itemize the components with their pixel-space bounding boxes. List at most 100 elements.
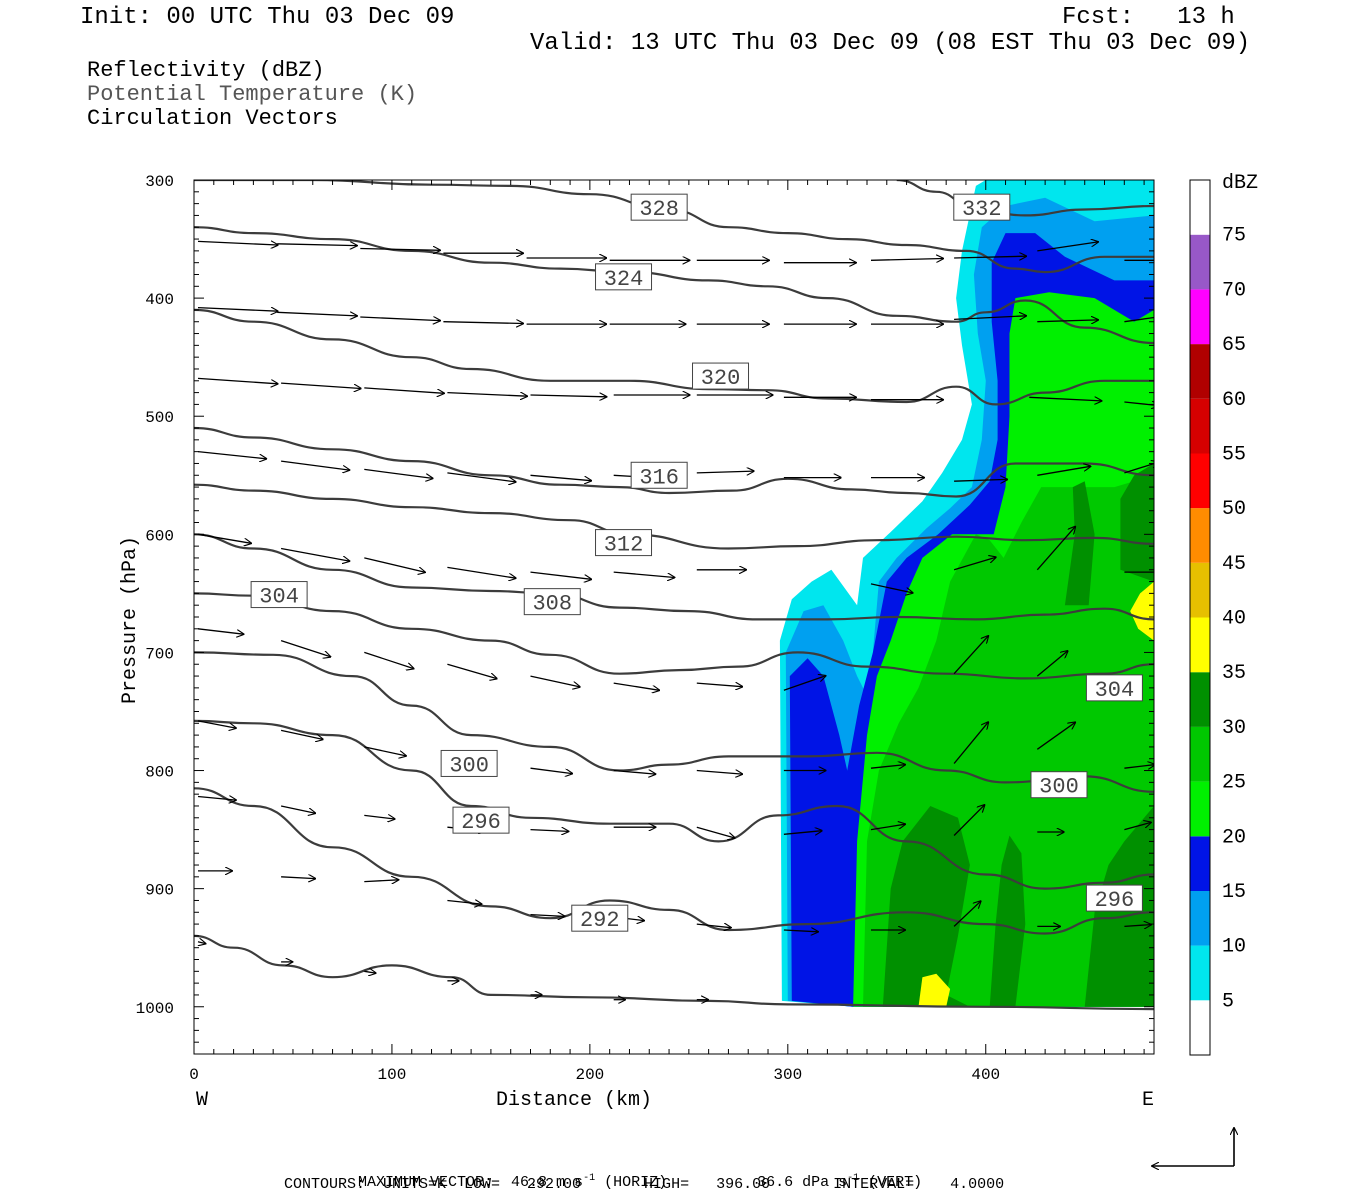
circulation-vector	[364, 468, 432, 478]
isentrope-label-box	[440, 749, 498, 777]
circulation-vector	[447, 472, 515, 482]
x-tick-label: 0	[189, 1066, 199, 1084]
valid-time: Valid: 13 UTC Thu 03 Dec 09 (08 EST Thu …	[530, 30, 1251, 57]
circulation-vector	[364, 880, 398, 882]
colorbar-band-0	[1190, 1000, 1210, 1055]
circulation-vector	[953, 557, 996, 571]
circulation-vector	[613, 771, 656, 775]
colorbar: 5 10 15 20 25 30 35 40 45 50 55 60 65 70 75 dBZ	[1189, 172, 1258, 1056]
reflectivity-region-35dbz	[1130, 581, 1154, 641]
circulation-vector	[954, 479, 1007, 481]
reflectivity-region-30dbz	[1120, 463, 1154, 582]
x-tick-label: 400	[971, 1066, 1000, 1084]
circulation-vector	[613, 682, 660, 690]
circulation-vector	[696, 826, 735, 838]
colorbar-level-label: 75	[1222, 225, 1246, 248]
circulation-vector	[1036, 651, 1067, 677]
circulation-vector	[613, 571, 675, 577]
isentrope-label: 328	[639, 197, 679, 222]
circulation-vector	[364, 815, 394, 819]
circulation-vector	[870, 765, 905, 769]
colorbar-band-55	[1190, 398, 1210, 454]
circulation-vector	[280, 639, 330, 657]
reflectivity-region-35dbz	[918, 973, 951, 1007]
colorbar-level-label: 15	[1222, 881, 1246, 904]
colorbar-level-label: 10	[1222, 936, 1246, 959]
circulation-vector	[447, 566, 515, 578]
circulation-vector	[953, 722, 988, 764]
circulation-vector	[1037, 466, 1090, 476]
isentrope-300K	[194, 719, 1154, 890]
colorbar-band-30	[1190, 672, 1210, 727]
colorbar-level-label: 50	[1222, 498, 1246, 521]
y-tick-label: 900	[145, 882, 174, 900]
circulation-vector	[277, 312, 357, 316]
circulation-vector	[530, 767, 573, 773]
circulation-vector	[360, 249, 440, 251]
colorbar-band-25	[1190, 726, 1210, 782]
circulation-vector	[1124, 402, 1154, 406]
circulation-vector	[530, 474, 592, 480]
isentrope-label-box	[692, 362, 750, 390]
colorbar-band-35	[1190, 617, 1210, 673]
colorbar-level-label: 30	[1222, 717, 1246, 740]
circulation-vector	[364, 746, 406, 756]
circulation-vector	[447, 901, 481, 905]
axes: 300 400 500 600 700 800 900 1000 0 100 200 300 400 Di…	[119, 173, 1155, 1112]
isentrope-label-box	[1030, 771, 1088, 799]
colorbar-level-label: 20	[1222, 826, 1246, 849]
circulation-vector	[197, 450, 266, 459]
isentrope-label-box	[250, 581, 308, 609]
circulation-vector	[443, 322, 523, 324]
isentrope-label-box	[571, 904, 629, 932]
isentrope-label-box	[452, 806, 510, 834]
colorbar-level-label: 70	[1222, 279, 1246, 302]
circulation-vector	[953, 636, 988, 675]
x-axis-label: Distance (km)	[496, 1089, 652, 1112]
isentrope-label: 308	[532, 592, 572, 617]
y-tick-label: 500	[145, 409, 174, 427]
isentrope-312K	[194, 533, 1154, 621]
circulation-vector	[280, 805, 315, 813]
isentrope-label-box	[595, 529, 653, 557]
circulation-vector	[530, 395, 607, 397]
colorbar-band-45	[1190, 508, 1210, 563]
circulation-vector	[198, 942, 206, 944]
isentrope-label-box	[630, 193, 688, 221]
colorbar-band-15	[1190, 836, 1210, 891]
isentrope-320K	[194, 426, 1154, 498]
reflectivity-region-30dbz	[882, 806, 970, 1007]
forecast-hour: Fcst: 13 h	[1062, 4, 1235, 31]
isentrope-label-box	[595, 263, 653, 291]
circulation-vectors	[197, 241, 1154, 999]
circulation-vector	[870, 259, 943, 261]
circulation-vector	[447, 663, 496, 678]
legend-reflectivity: Reflectivity (dBZ)	[87, 58, 325, 83]
isentrope-316K	[194, 483, 1154, 550]
isentrope-label: 296	[461, 810, 501, 835]
isentrope-label-box	[953, 193, 1011, 221]
colorbar-band-60	[1190, 344, 1210, 399]
contour-info-text: CONTOURS: UNITS=K LOW= 292.00 HIGH= 396.…	[284, 1176, 1005, 1193]
circulation-vector	[530, 915, 565, 917]
isentrope-label-box	[1085, 674, 1143, 702]
colorbar-band-10	[1190, 890, 1210, 946]
circulation-vector	[953, 805, 984, 836]
colorbar-band-50	[1190, 453, 1210, 509]
circulation-vector	[447, 393, 527, 397]
isentrope-308K	[194, 592, 1154, 680]
circulation-vector	[1124, 822, 1151, 831]
circulation-vector	[364, 557, 425, 572]
isentrope-label-box	[523, 588, 581, 616]
circulation-vector	[954, 256, 1026, 258]
isentrope-label: 316	[639, 465, 679, 490]
legend-potential-temperature: Potential Temperature (K)	[87, 82, 418, 107]
circulation-vector	[364, 387, 444, 393]
circulation-vector	[1036, 527, 1075, 571]
circulation-vector	[280, 547, 349, 562]
isentrope-label: 320	[701, 366, 741, 391]
isentrope-labels: 292 296 300 304 308 312 316 320 324 328 332 304 300 2…	[250, 193, 1143, 933]
circulation-vector	[1124, 765, 1154, 769]
circulation-vector	[783, 831, 822, 835]
